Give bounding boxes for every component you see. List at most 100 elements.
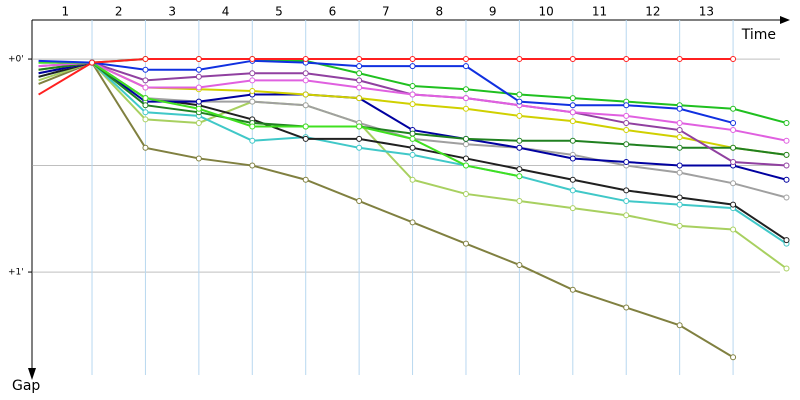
lap-label: 3	[168, 5, 176, 19]
point	[409, 91, 416, 98]
point	[783, 237, 790, 244]
point	[516, 261, 523, 268]
point	[409, 83, 416, 90]
point	[195, 98, 202, 105]
series-line	[38, 58, 734, 96]
point	[676, 119, 683, 126]
point	[356, 135, 363, 142]
point	[195, 56, 202, 63]
series-line	[38, 61, 520, 178]
point	[302, 70, 309, 77]
point	[569, 176, 576, 183]
point	[462, 56, 469, 63]
point	[730, 144, 737, 151]
point	[623, 187, 630, 194]
point	[409, 176, 416, 183]
point	[409, 144, 416, 151]
y-tick-label: +1'	[8, 268, 24, 278]
point	[569, 109, 576, 116]
point	[730, 226, 737, 233]
point	[462, 190, 469, 197]
point	[676, 105, 683, 112]
point	[676, 144, 683, 151]
point	[569, 118, 576, 125]
point	[462, 86, 469, 93]
lap-label: 1	[61, 5, 69, 19]
point	[623, 159, 630, 165]
x-axis-title: Time	[741, 27, 776, 43]
point	[249, 88, 256, 94]
point	[89, 59, 96, 66]
point	[676, 134, 683, 141]
point	[195, 105, 202, 112]
point	[409, 101, 416, 108]
point	[302, 56, 309, 63]
point	[676, 322, 683, 329]
point	[249, 98, 256, 105]
x-axis-arrow	[780, 16, 790, 24]
point	[409, 56, 416, 63]
y-axis-arrow	[28, 368, 36, 380]
point	[249, 77, 256, 84]
series-line	[38, 61, 734, 359]
point	[569, 155, 576, 162]
point	[569, 286, 576, 293]
point	[462, 105, 469, 112]
point	[676, 127, 683, 134]
point	[142, 84, 149, 91]
point	[302, 102, 309, 109]
point	[516, 144, 523, 151]
point	[409, 219, 416, 226]
point	[302, 135, 309, 142]
point	[142, 77, 149, 84]
point	[356, 56, 363, 63]
point	[302, 123, 309, 130]
point	[462, 63, 469, 70]
point	[142, 144, 149, 151]
point	[409, 135, 416, 142]
point	[356, 198, 363, 205]
point	[569, 205, 576, 212]
point	[249, 70, 256, 77]
point	[730, 180, 737, 187]
point	[516, 173, 523, 180]
point	[462, 240, 469, 247]
lap-label: 13	[699, 5, 714, 19]
point	[356, 123, 363, 130]
point	[462, 162, 469, 169]
point	[676, 194, 683, 201]
point	[676, 201, 683, 208]
y-tick-label: +0'	[8, 55, 24, 65]
point	[783, 176, 790, 183]
point	[462, 155, 469, 162]
point	[676, 169, 683, 176]
point	[356, 84, 363, 91]
point	[356, 63, 363, 70]
lap-label: 9	[489, 5, 497, 19]
lap-label: 12	[645, 5, 660, 19]
point	[195, 155, 202, 162]
lap-label: 6	[329, 5, 337, 19]
point	[356, 144, 363, 151]
series-line	[38, 59, 734, 124]
point	[730, 105, 737, 112]
point	[516, 98, 523, 105]
point	[516, 137, 523, 144]
point	[142, 56, 149, 63]
point	[623, 119, 630, 126]
point	[356, 70, 363, 77]
point	[462, 135, 469, 142]
point	[730, 127, 737, 134]
point	[409, 130, 416, 137]
lap-label: 11	[592, 5, 607, 19]
point	[623, 141, 630, 148]
point	[783, 119, 790, 126]
point	[409, 151, 416, 158]
point	[623, 56, 630, 63]
point	[676, 56, 683, 63]
point	[569, 137, 576, 144]
point	[730, 159, 737, 165]
point	[783, 194, 790, 201]
point	[195, 73, 202, 80]
